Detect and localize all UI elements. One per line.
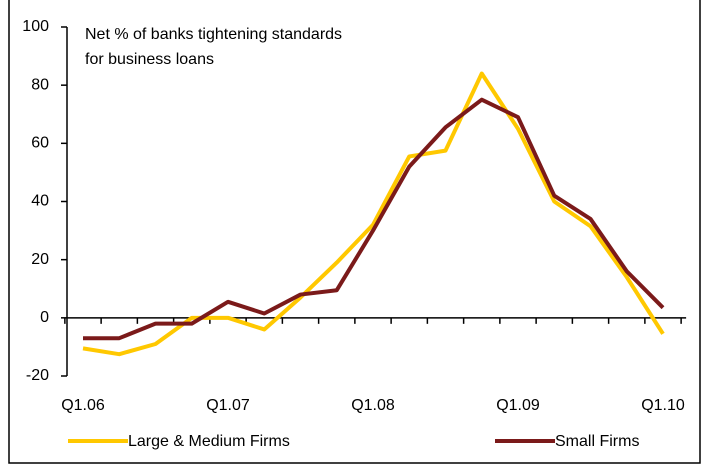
y-tick-label: 20 [31,251,49,268]
x-tick-label: Q1.10 [641,397,685,414]
y-tick-label: 100 [22,18,49,35]
series-line [82,71,665,357]
x-tick-label: Q1.09 [496,397,540,414]
annotation: for business loans [85,51,214,68]
series-line [83,97,665,341]
legend-label: Large & Medium Firms [128,433,290,450]
y-tick-label: -20 [26,367,49,384]
annotation: Net % of banks tightening standards [85,26,342,43]
y-tick-label: 40 [31,193,49,210]
x-tick-label: Q1.06 [61,397,105,414]
legend-label: Small Firms [555,433,639,450]
y-tick-label: 80 [31,76,49,93]
chart-frame [8,0,701,464]
y-tick-label: 0 [40,309,49,326]
x-tick-label: Q1.07 [206,397,250,414]
x-tick-label: Q1.08 [351,397,395,414]
y-tick-label: 60 [31,135,49,152]
